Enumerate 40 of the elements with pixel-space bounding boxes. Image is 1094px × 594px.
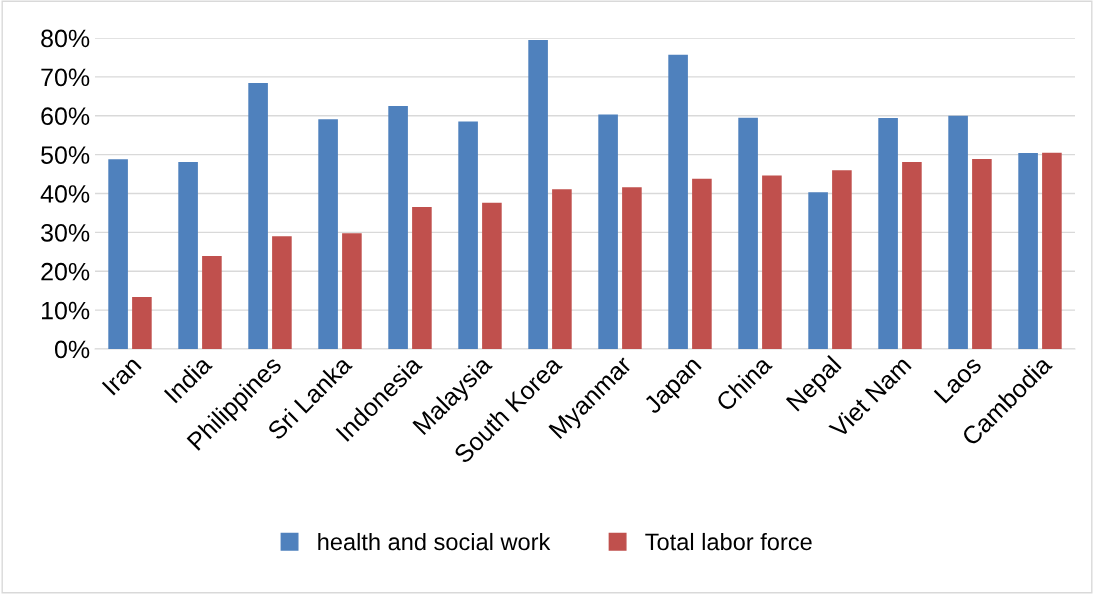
- bar: [622, 187, 642, 349]
- bar: [318, 119, 338, 349]
- bar: [972, 158, 992, 349]
- bar: [762, 175, 782, 349]
- bar: [482, 202, 502, 349]
- x-tick-label: Iran: [101, 355, 142, 396]
- bar: [412, 207, 432, 349]
- bar: [132, 296, 152, 349]
- y-tick-label: 20%: [41, 262, 90, 281]
- bar: [178, 162, 198, 349]
- bar: [902, 162, 922, 349]
- y-tick-label: 50%: [41, 146, 90, 164]
- bar: [1042, 152, 1062, 349]
- bar: [108, 159, 128, 349]
- legend-label: Total labor force: [645, 532, 812, 551]
- bar: [1018, 153, 1038, 349]
- y-tick-label: 40%: [40, 185, 90, 203]
- bar: [388, 106, 408, 349]
- bar: [948, 115, 968, 349]
- bar: [598, 114, 618, 349]
- bar: [552, 189, 572, 349]
- bar: [248, 83, 268, 349]
- bar: [738, 117, 758, 349]
- bar: [342, 233, 362, 349]
- y-tick-label: 70%: [41, 68, 90, 87]
- bar: [528, 39, 548, 349]
- y-tick-label: 80%: [41, 29, 90, 48]
- bar: [458, 121, 478, 349]
- bar: [272, 236, 292, 349]
- y-tick-label: 30%: [41, 223, 90, 242]
- y-tick-label: 60%: [41, 107, 90, 126]
- y-tick-label: 10%: [42, 301, 90, 320]
- bar: [668, 54, 688, 349]
- bar: [692, 178, 712, 349]
- y-tick-label: 0%: [54, 340, 90, 359]
- bar: [878, 118, 898, 349]
- bar: [202, 256, 222, 349]
- legend-label: health and social work: [318, 532, 551, 551]
- bar: [832, 170, 852, 349]
- bar: [808, 192, 828, 349]
